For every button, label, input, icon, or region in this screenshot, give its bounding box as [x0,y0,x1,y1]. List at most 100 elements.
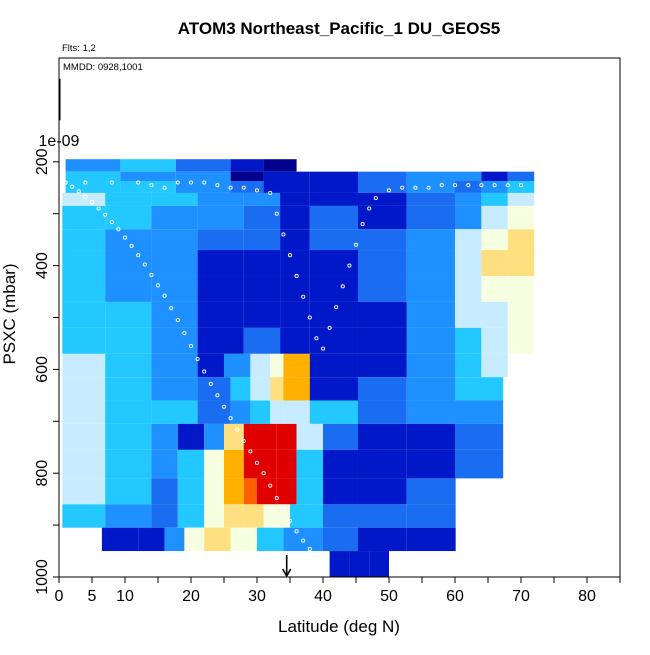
track-point [96,206,101,211]
track-point [215,183,220,188]
heatmap-cell [62,275,106,302]
track-point [215,393,220,398]
y-tick-label: 800 [34,460,51,487]
flights-note: Flts: 1,2 [62,43,96,54]
heatmap-cell [105,205,152,230]
heatmap-cell [280,301,310,328]
heatmap-cell [283,353,310,378]
heatmap-cell [309,250,358,276]
heatmap-cell [507,229,535,251]
track-point [254,460,260,465]
heatmap-cell [329,551,350,577]
heatmap-cell [204,504,224,528]
heatmap-cell [120,181,176,193]
track-point [221,404,227,409]
heatmap-cell [357,527,407,552]
heatmap-cell [224,353,251,378]
heatmap-cell [357,192,407,206]
track-point [294,273,299,279]
track-point [287,518,293,523]
heatmap-cell [197,301,244,328]
heatmap-cell [406,527,456,552]
heatmap-cell [406,250,455,276]
heatmap-cell [230,400,251,424]
heatmap-cell [105,377,152,401]
heatmap-cell [151,423,178,450]
track-point [400,185,405,190]
track-point [63,180,68,185]
track-point [327,325,332,330]
heatmap-cell [230,159,264,172]
heatmap-cell [224,478,244,505]
heatmap-cell [323,449,358,479]
heatmap-cell [481,301,508,328]
track-point [274,211,279,216]
heatmap-cell [406,327,455,354]
heatmap-cell [455,171,482,182]
heatmap-cell [406,478,456,505]
heatmap-cell [105,229,152,251]
heatmap-cell [455,229,482,251]
heatmap-cell [197,250,244,276]
heatmap-cell [151,301,198,328]
track-point [109,180,114,185]
heatmap-cell [406,301,455,328]
heatmap-cell [349,551,370,577]
heatmap-cell [65,181,121,193]
track-point [281,507,286,512]
track-point [367,206,372,211]
heatmap-cell [309,229,358,251]
track-point [175,180,180,185]
track-point [360,222,365,227]
heatmap-cell [455,275,482,302]
track-point [122,235,128,240]
heatmap-cell [357,377,407,401]
heatmap-cell [105,504,152,528]
heatmap-cell [406,377,455,401]
heatmap-cell [105,449,152,479]
track-point [505,183,510,188]
heatmap-cell [455,449,504,479]
heatmap-cell [357,327,407,354]
track-point [479,183,484,188]
heatmap-cell [243,275,281,302]
heatmap-cell [204,478,224,505]
heatmap-cell [507,275,535,302]
heatmap-cell [230,377,251,401]
heatmap-cell [224,449,244,479]
heatmap-cell [243,229,281,251]
heatmap-cells [62,159,535,577]
heatmap-cell [357,205,407,230]
heatmap-cell [290,504,323,528]
track-point [228,185,233,190]
track-point [70,184,75,189]
heatmap-cell [62,449,106,479]
heatmap-cell [105,478,152,505]
heatmap-cell [406,192,455,206]
heatmap-cell [151,400,198,424]
heatmap-cell [197,400,231,424]
heatmap-cell [204,527,231,552]
heatmap-cell [177,478,205,505]
track-point [274,496,279,501]
track-point [89,200,95,205]
track-point [169,306,174,311]
heatmap-cell [151,275,198,302]
heatmap-cell [270,377,284,401]
y-tick-label: 1000 [34,559,51,595]
heatmap-cell [197,192,244,206]
track-point [116,227,121,232]
x-axis-title: Latitude (deg N) [278,617,400,636]
heatmap-cell [197,205,244,230]
heatmap-cell [323,423,358,450]
heatmap-cell [309,192,358,206]
heatmap-cell [151,478,178,505]
track-point [268,483,273,488]
heatmap-cell [250,353,271,378]
heatmap-cell [507,171,535,182]
track-point [314,554,319,559]
x-tick-label: 10 [116,588,134,605]
heatmap-cell [62,192,106,206]
